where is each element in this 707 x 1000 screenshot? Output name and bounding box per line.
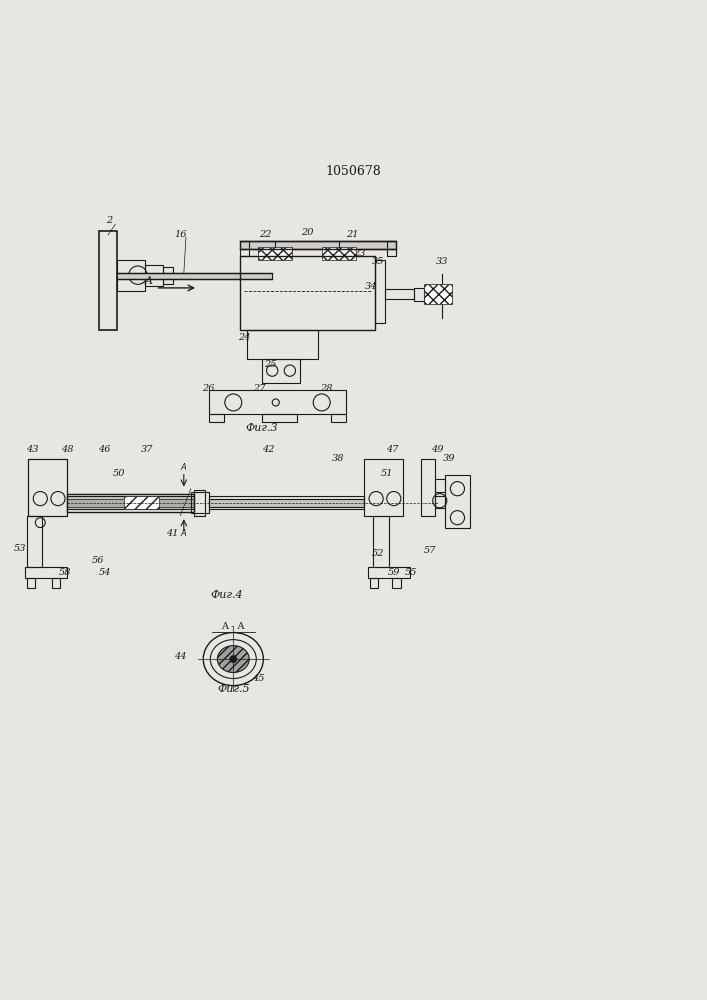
Text: 34: 34	[365, 282, 378, 291]
Text: 55: 55	[405, 568, 418, 577]
Bar	[145, 265, 163, 286]
Text: 38: 38	[332, 454, 344, 463]
Bar	[385, 289, 414, 299]
Text: Фиг.3: Фиг.3	[245, 423, 278, 433]
Bar	[209, 414, 224, 422]
Bar	[247, 330, 318, 359]
Text: 27: 27	[253, 384, 266, 393]
Text: 41: 41	[165, 529, 178, 538]
Text: 59: 59	[388, 568, 401, 577]
Bar	[209, 390, 346, 414]
Bar	[28, 459, 67, 516]
Bar	[67, 494, 194, 512]
Text: 54: 54	[98, 568, 111, 577]
Text: 25: 25	[264, 360, 276, 369]
Bar	[209, 499, 364, 507]
Text: 39: 39	[443, 454, 455, 463]
Bar	[421, 459, 435, 516]
Text: 51: 51	[381, 469, 394, 478]
Bar	[262, 359, 300, 383]
Bar	[240, 256, 375, 330]
Text: 20: 20	[301, 228, 314, 237]
Bar	[375, 260, 385, 323]
Bar	[27, 578, 35, 588]
Bar	[67, 496, 194, 509]
Bar	[262, 414, 297, 422]
Text: 52: 52	[372, 549, 385, 558]
Text: 33: 33	[436, 257, 448, 266]
Text: 42: 42	[262, 445, 275, 454]
Bar	[240, 241, 396, 249]
Bar	[27, 516, 42, 567]
Text: 26: 26	[202, 384, 215, 393]
Bar	[163, 267, 173, 284]
Bar	[67, 499, 194, 507]
Text: A: A	[145, 276, 153, 286]
Text: 35: 35	[372, 257, 385, 266]
Bar	[322, 247, 356, 260]
Text: A - A: A - A	[221, 622, 245, 631]
Bar	[364, 459, 403, 516]
Text: A: A	[181, 529, 187, 538]
Bar	[368, 567, 410, 578]
Bar	[25, 567, 67, 578]
Text: 47: 47	[386, 445, 399, 454]
Ellipse shape	[218, 646, 249, 673]
Bar	[209, 496, 364, 509]
Text: 43: 43	[25, 445, 38, 454]
Bar	[240, 241, 249, 256]
Text: Фиг.5: Фиг.5	[217, 684, 250, 694]
Text: 45: 45	[252, 674, 264, 683]
Text: 50: 50	[112, 469, 125, 478]
Bar	[424, 284, 452, 304]
Text: 23: 23	[353, 249, 366, 258]
Bar	[331, 414, 346, 422]
Bar	[124, 496, 159, 509]
Text: A: A	[181, 463, 187, 472]
Text: 28: 28	[320, 384, 333, 393]
Bar	[445, 475, 470, 528]
Text: 46: 46	[98, 445, 111, 454]
Text: 16: 16	[174, 230, 187, 239]
Bar	[117, 260, 145, 291]
Text: 48: 48	[61, 445, 74, 454]
Text: 53: 53	[13, 544, 26, 553]
Bar	[52, 578, 60, 588]
Circle shape	[230, 656, 237, 663]
Text: Фиг.4: Фиг.4	[210, 590, 243, 600]
Text: 1050678: 1050678	[326, 165, 381, 178]
Text: 21: 21	[346, 230, 358, 239]
Bar	[414, 288, 424, 301]
Bar	[99, 231, 117, 330]
Text: 56: 56	[91, 556, 104, 565]
Bar	[191, 492, 209, 513]
Text: 58: 58	[59, 568, 71, 577]
Bar	[258, 247, 292, 260]
Bar	[392, 578, 401, 588]
Text: 22: 22	[259, 230, 271, 239]
Text: 37: 37	[141, 445, 153, 454]
Bar	[373, 516, 389, 567]
Bar	[435, 479, 445, 492]
Bar	[28, 459, 67, 516]
Text: 24: 24	[238, 333, 250, 342]
Text: 57: 57	[423, 546, 436, 555]
Text: 44: 44	[174, 652, 187, 661]
Text: 2: 2	[107, 216, 112, 225]
Bar	[117, 273, 272, 279]
Bar	[370, 578, 378, 588]
Text: 49: 49	[431, 445, 443, 454]
Bar	[194, 490, 205, 516]
Bar	[387, 241, 396, 256]
Bar	[435, 496, 445, 508]
